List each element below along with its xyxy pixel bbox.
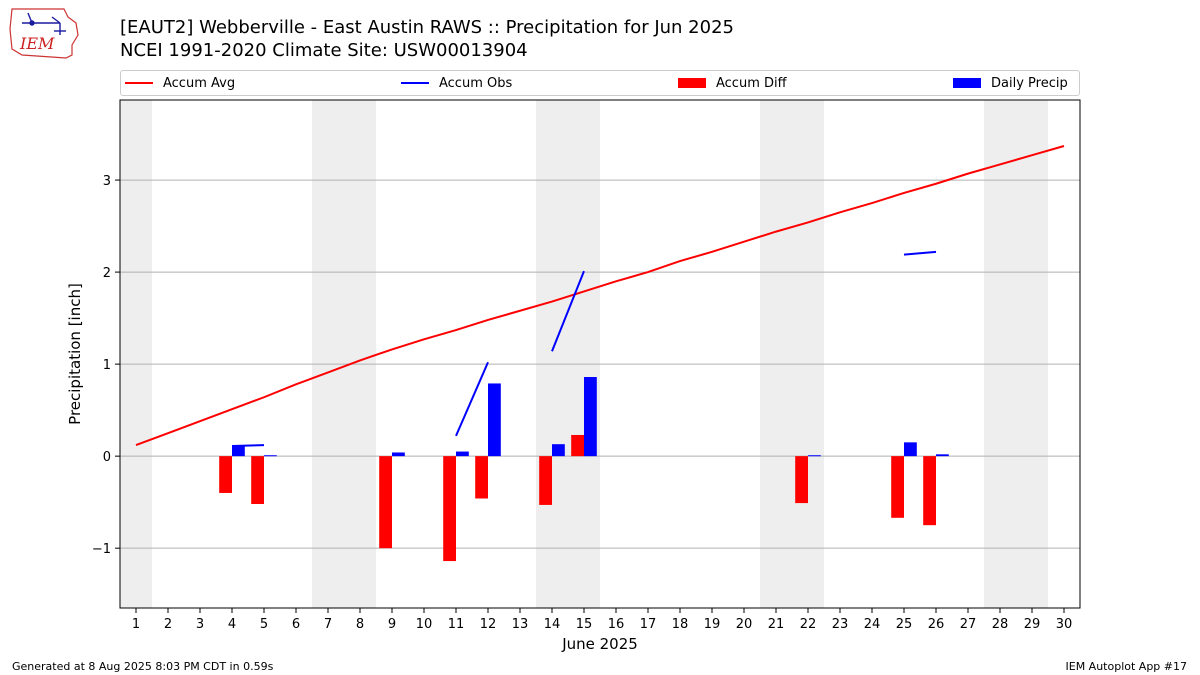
accum-diff-bar [219, 456, 232, 493]
x-tick-label: 10 [416, 617, 433, 632]
x-tick-label: 16 [608, 617, 625, 632]
y-tick-label: −1 [92, 542, 111, 557]
chart-title: [EAUT2] Webberville - East Austin RAWS :… [120, 17, 734, 38]
legend-item-accum-diff: Accum Diff [678, 71, 787, 95]
y-tick-label: 3 [103, 174, 111, 189]
x-tick-label: 13 [512, 617, 529, 632]
x-tick-label: 1 [132, 617, 140, 632]
weekend-shade [568, 100, 600, 608]
weekend-shade [536, 100, 568, 608]
x-tick-label: 7 [324, 617, 332, 632]
x-tick-label: 17 [640, 617, 657, 632]
weekend-shade [344, 100, 376, 608]
x-tick-label: 20 [736, 617, 753, 632]
x-tick-label: 18 [672, 617, 689, 632]
accum-diff-bar [923, 456, 936, 526]
x-tick-label: 29 [1024, 617, 1041, 632]
accum-diff-bar [539, 456, 552, 505]
weekend-shade [984, 100, 1016, 608]
weekend-shade [792, 100, 824, 608]
accum-obs-line [455, 361, 489, 437]
accum-diff-bar [443, 456, 456, 562]
legend-swatch-accum-avg [125, 82, 153, 84]
footer-generated: Generated at 8 Aug 2025 8:03 PM CDT in 0… [12, 660, 274, 673]
accum-obs-line [551, 270, 585, 352]
y-tick-label: 1 [103, 358, 111, 373]
x-axis-label: June 2025 [561, 635, 638, 653]
x-tick-label: 8 [356, 617, 364, 632]
legend-label-accum-diff: Accum Diff [716, 75, 787, 91]
daily-precip-bar [232, 446, 245, 457]
chart-legend: Accum Avg Accum Obs Accum Diff Daily Pre… [120, 70, 1080, 96]
x-tick-label: 24 [864, 617, 881, 632]
daily-precip-bar [904, 442, 917, 457]
y-tick-label: 2 [103, 266, 111, 281]
accum-diff-bar [251, 456, 264, 505]
accum-diff-bar [475, 456, 488, 499]
x-tick-label: 22 [800, 617, 817, 632]
weekend-shade [1016, 100, 1048, 608]
legend-label-accum-obs: Accum Obs [439, 75, 513, 91]
legend-label-accum-avg: Accum Avg [163, 75, 236, 91]
x-tick-label: 21 [768, 617, 785, 632]
accum-avg-line [135, 145, 1065, 447]
daily-precip-bar [456, 451, 469, 457]
x-tick-label: 4 [228, 617, 236, 632]
plot-frame [119, 99, 1081, 609]
legend-swatch-accum-obs [401, 82, 429, 84]
x-tick-label: 2 [164, 617, 172, 632]
x-tick-label: 26 [928, 617, 945, 632]
legend-item-accum-avg: Accum Avg [125, 71, 235, 95]
daily-precip-bar [552, 444, 565, 457]
x-tick-label: 12 [480, 617, 497, 632]
x-tick-label: 15 [576, 617, 593, 632]
accum-diff-bar [795, 456, 808, 504]
y-axis-label: Precipitation [inch] [66, 283, 84, 425]
iem-logo: IEM [9, 8, 79, 59]
accum-diff-bar [379, 456, 392, 549]
y-tick-label: 0 [103, 450, 111, 465]
legend-item-accum-obs: Accum Obs [401, 71, 512, 95]
daily-precip-bar [488, 383, 501, 457]
x-tick-label: 11 [448, 617, 465, 632]
legend-swatch-accum-diff [678, 78, 706, 88]
x-tick-label: 5 [260, 617, 268, 632]
weekend-shade [120, 100, 152, 608]
weekend-shade [312, 100, 344, 608]
legend-swatch-daily-precip [953, 78, 981, 88]
x-tick-label: 6 [292, 617, 300, 632]
daily-precip-bar [808, 455, 821, 457]
daily-precip-bar [936, 454, 949, 457]
daily-precip-bar [392, 452, 405, 457]
accum-obs-line [903, 250, 937, 256]
weather-station-icon [22, 12, 66, 35]
x-tick-label: 3 [196, 617, 204, 632]
daily-precip-bar [264, 455, 277, 457]
x-tick-label: 25 [896, 617, 913, 632]
accum-obs-line [231, 444, 265, 448]
daily-precip-bar [584, 377, 597, 457]
x-tick-label: 14 [544, 617, 561, 632]
legend-label-daily-precip: Daily Precip [991, 75, 1068, 91]
legend-item-daily-precip: Daily Precip [953, 71, 1068, 95]
x-tick-label: 23 [832, 617, 849, 632]
footer-app-id: IEM Autoplot App #17 [1065, 660, 1188, 673]
x-tick-label: 30 [1056, 617, 1073, 632]
weekend-shade [760, 100, 792, 608]
logo-text: IEM [19, 34, 55, 53]
x-tick-label: 9 [388, 617, 396, 632]
x-tick-label: 19 [704, 617, 721, 632]
x-tick-label: 28 [992, 617, 1009, 632]
accum-diff-bar [891, 456, 904, 518]
accum-diff-bar [571, 434, 584, 457]
chart-subtitle: NCEI 1991-2020 Climate Site: USW00013904 [120, 40, 528, 61]
x-tick-label: 27 [960, 617, 977, 632]
